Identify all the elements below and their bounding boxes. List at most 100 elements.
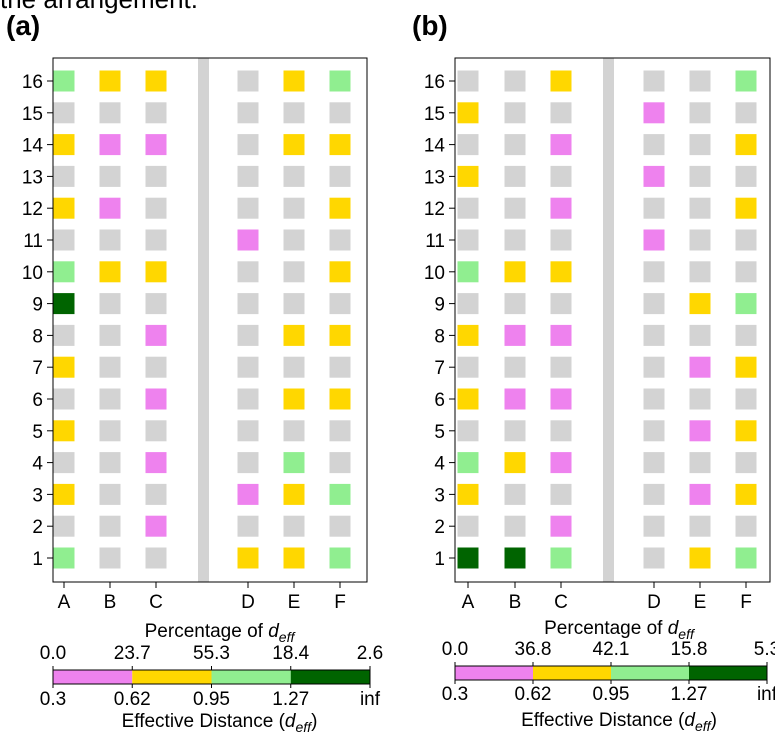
- seat-cell: [550, 165, 572, 187]
- colorbar-boundary-label: 0.3: [40, 689, 66, 710]
- seat-cell: [145, 420, 167, 442]
- x-tick-label: E: [694, 592, 707, 613]
- colorbar-segment: [611, 666, 689, 680]
- seat-cell: [735, 483, 757, 505]
- seat-cell: [689, 165, 711, 187]
- seat-cell: [145, 134, 167, 156]
- seat-cell: [53, 197, 75, 219]
- seat-cell: [99, 134, 121, 156]
- seat-cell: [53, 388, 75, 410]
- seat-cell: [643, 261, 665, 283]
- seat-cell: [329, 70, 351, 92]
- seat-cell: [550, 229, 572, 251]
- colorbar-segment: [211, 670, 291, 684]
- seat-cell: [643, 547, 665, 569]
- seat-cell: [283, 229, 305, 251]
- seat-cell: [53, 261, 75, 283]
- seat-cell: [689, 547, 711, 569]
- seat-cell: [145, 102, 167, 124]
- seat-cell: [643, 388, 665, 410]
- panel-b-chart: 16 15 14 13 12 11 10 9 8 7 6 5 4 3 2 1 A B C D E F 0.0 0.3 36.8 0…: [424, 57, 775, 734]
- y-tick-label: 15: [22, 104, 43, 125]
- seat-cell: [689, 261, 711, 283]
- colorbar-segment: [689, 666, 767, 680]
- seat-cell: [145, 324, 167, 346]
- x-tick-label: F: [334, 592, 346, 613]
- seat-cell: [329, 197, 351, 219]
- colorbar-segment: [132, 670, 212, 684]
- seat-cell: [53, 70, 75, 92]
- seat-cell: [237, 165, 259, 187]
- seat-cell: [237, 452, 259, 474]
- y-tick-label: 12: [424, 199, 445, 220]
- seat-cell: [643, 197, 665, 219]
- seat-cell: [457, 388, 479, 410]
- seat-cell: [329, 452, 351, 474]
- seat-cell: [283, 70, 305, 92]
- seat-cell: [329, 356, 351, 378]
- seat-cell: [504, 165, 526, 187]
- y-tick-label: 15: [424, 104, 445, 125]
- seat-cell: [504, 293, 526, 315]
- colorbar-distance-title: Effective Distance (deff): [122, 711, 318, 735]
- seat-cell: [643, 515, 665, 537]
- seat-cell: [689, 102, 711, 124]
- colorbar-boundary-label: 0.62: [114, 689, 151, 710]
- seat-cell: [504, 452, 526, 474]
- seat-cell: [457, 197, 479, 219]
- seat-cell: [145, 356, 167, 378]
- seat-cell: [550, 420, 572, 442]
- y-tick-label: 11: [425, 231, 445, 252]
- colorbar-percentage-label: 36.8: [515, 639, 552, 660]
- seat-cell: [550, 356, 572, 378]
- seat-cell: [145, 547, 167, 569]
- seat-cell: [283, 483, 305, 505]
- colorbar-percentage-title: Percentage of deff: [145, 621, 297, 645]
- seat-cell: [329, 165, 351, 187]
- seat-cell: [329, 483, 351, 505]
- seat-cell: [237, 515, 259, 537]
- seat-cell: [53, 324, 75, 346]
- y-tick-label: 14: [22, 136, 44, 157]
- seat-cell: [643, 70, 665, 92]
- seat-cell: [504, 356, 526, 378]
- x-tick-label: F: [740, 592, 752, 613]
- seat-cell: [550, 134, 572, 156]
- caption-fragment: the arrangement.: [0, 0, 198, 15]
- y-tick-label: 14: [424, 136, 446, 157]
- x-tick-label: D: [647, 592, 661, 613]
- aisle-band: [198, 58, 209, 582]
- seat-cell: [283, 356, 305, 378]
- seat-cell: [99, 197, 121, 219]
- y-tick-label: 16: [424, 72, 445, 93]
- y-tick-label: 9: [434, 295, 445, 316]
- seat-cell: [99, 483, 121, 505]
- seat-cell: [99, 70, 121, 92]
- plot-frame: [454, 57, 771, 583]
- seat-cell: [643, 165, 665, 187]
- seat-cell: [457, 547, 479, 569]
- seat-cell: [53, 483, 75, 505]
- seat-cell: [504, 420, 526, 442]
- seat-cell: [735, 452, 757, 474]
- seat-cell: [237, 134, 259, 156]
- seat-cell: [99, 452, 121, 474]
- seat-cell: [283, 261, 305, 283]
- colorbar-percentage-title: Percentage of deff: [544, 618, 696, 642]
- seat-cell: [735, 165, 757, 187]
- y-tick-label: 9: [32, 295, 43, 316]
- colorbar-segment: [533, 666, 611, 680]
- seat-cell: [237, 388, 259, 410]
- colorbar-percentage-label: 18.4: [272, 643, 309, 664]
- seat-cell: [689, 356, 711, 378]
- panel-b-label: (b): [412, 10, 448, 41]
- y-tick-label: 2: [32, 517, 43, 538]
- seat-cell: [504, 483, 526, 505]
- colorbar-boundary-label: inf: [757, 684, 775, 705]
- seat-cell: [643, 102, 665, 124]
- y-tick-label: 4: [32, 454, 43, 475]
- seat-cell: [457, 515, 479, 537]
- seat-cell: [283, 324, 305, 346]
- panel-a-label: (a): [6, 10, 41, 41]
- aisle-band: [603, 58, 614, 582]
